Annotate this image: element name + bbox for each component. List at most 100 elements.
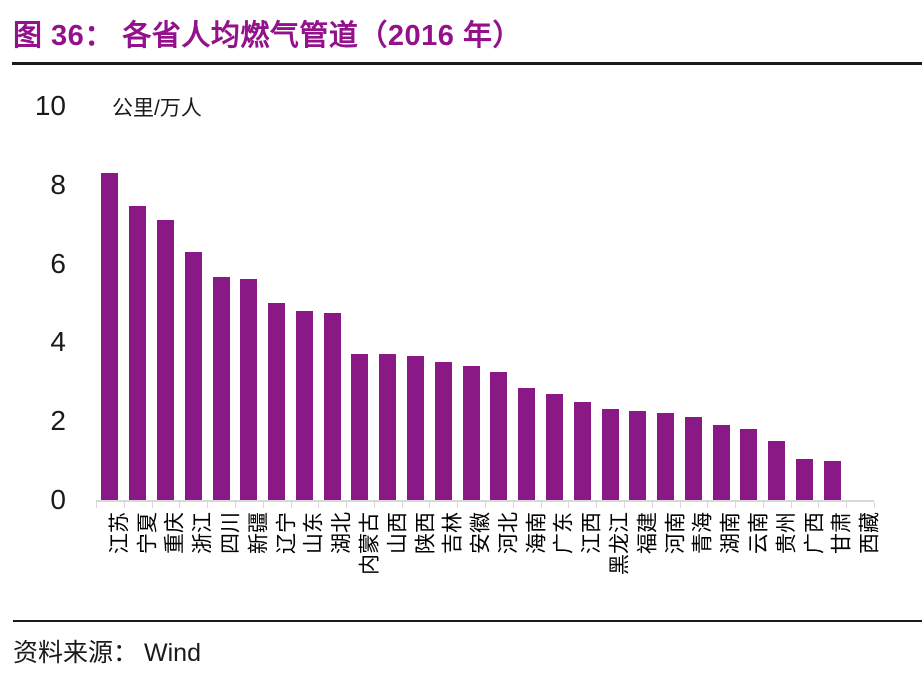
- x-category-label: 甘肃: [830, 512, 854, 554]
- source-label: 资料来源：: [13, 638, 139, 667]
- bar-新疆: [240, 279, 258, 500]
- bar-江苏: [101, 172, 119, 500]
- bar-广西: [796, 458, 814, 500]
- bar-海南: [518, 387, 536, 500]
- x-category-label: 浙江: [191, 512, 215, 554]
- x-category-label: 安徽: [469, 512, 493, 554]
- bar-浙江: [184, 251, 202, 500]
- x-tick-mark: [568, 502, 570, 508]
- x-tick-mark: [457, 502, 459, 508]
- x-category-label: 西藏: [858, 512, 882, 554]
- x-category-label: 吉林: [441, 512, 465, 554]
- bar-贵州: [768, 440, 786, 500]
- x-category-label: 河北: [497, 512, 521, 554]
- x-category-label: 辽宁: [275, 512, 299, 554]
- source-note: 资料来源： Wind: [13, 633, 201, 669]
- source-value: Wind: [144, 639, 201, 667]
- bar-吉林: [434, 362, 452, 500]
- x-category-label: 江苏: [108, 512, 132, 554]
- x-tick-mark: [290, 502, 292, 508]
- x-tick-mark: [207, 502, 209, 508]
- bar-陕西: [407, 356, 425, 500]
- y-tick-label: 2: [50, 405, 66, 437]
- x-category-label: 重庆: [163, 512, 187, 554]
- x-category-label: 广东: [552, 512, 576, 554]
- x-tick-mark: [401, 502, 403, 508]
- x-category-label: 贵州: [775, 512, 799, 554]
- y-tick-label: 8: [50, 168, 66, 200]
- x-tick-mark: [596, 502, 598, 508]
- y-tick-label: 4: [50, 326, 66, 358]
- bar-山西: [379, 354, 397, 500]
- x-tick-mark: [346, 502, 348, 508]
- x-category-label: 云南: [747, 512, 771, 554]
- x-tick-mark: [179, 502, 181, 508]
- bar-河南: [657, 413, 675, 500]
- bar-安徽: [462, 366, 480, 500]
- footer-separator-line: [13, 620, 922, 622]
- x-category-label: 海南: [525, 512, 549, 554]
- x-tick-mark: [318, 502, 320, 508]
- title-separator-line: [12, 62, 922, 65]
- x-tick-mark: [623, 502, 625, 508]
- x-category-label: 宁夏: [136, 512, 160, 554]
- bar-湖南: [712, 425, 730, 500]
- bar-广东: [545, 393, 563, 500]
- x-tick-mark: [707, 502, 709, 508]
- x-tick-mark: [874, 502, 875, 508]
- x-category-label: 江西: [580, 512, 604, 554]
- x-tick-mark: [151, 502, 153, 508]
- bar-黑龙江: [601, 409, 619, 500]
- x-category-label: 黑龙江: [608, 512, 632, 575]
- figure-title: 图 36： 各省人均燃气管道（2016 年）: [13, 20, 522, 52]
- bar-河北: [490, 371, 508, 500]
- bar-宁夏: [129, 206, 147, 500]
- x-tick-mark: [262, 502, 264, 508]
- x-category-label: 湖北: [330, 512, 354, 554]
- x-category-label: 湖南: [719, 512, 743, 554]
- bar-江西: [573, 401, 591, 500]
- x-tick-mark: [96, 502, 97, 508]
- y-tick-label: 0: [50, 484, 66, 515]
- x-category-label: 新疆: [247, 512, 271, 554]
- x-category-label: 福建: [636, 512, 660, 554]
- x-tick-mark: [512, 502, 514, 508]
- y-axis-unit-label: 公里/万人: [112, 97, 202, 120]
- x-tick-mark: [762, 502, 764, 508]
- x-tick-mark: [818, 502, 820, 508]
- bar-福建: [629, 411, 647, 500]
- bar-辽宁: [268, 303, 286, 500]
- y-axis: 0 2 4 6 8 10: [0, 0, 66, 520]
- x-category-label: 广西: [803, 512, 827, 554]
- y-tick-label: 10: [34, 90, 66, 121]
- x-tick-mark: [651, 502, 653, 508]
- x-tick-mark: [429, 502, 431, 508]
- x-category-label: 河南: [664, 512, 688, 554]
- bar-云南: [740, 429, 758, 500]
- x-category-label: 山西: [386, 512, 410, 554]
- bar-甘肃: [823, 460, 841, 500]
- x-category-label: 四川: [219, 512, 243, 554]
- plot-area: 江苏 宁夏 重庆 浙江 四川 新疆 辽宁 山东 湖北 内蒙古 山西 陕西 吉林 安徽 河北 海南 广东 江西 黑龙江…: [96, 106, 882, 575]
- x-tick-mark: [679, 502, 681, 508]
- x-tick-mark: [485, 502, 486, 508]
- bar-四川: [212, 277, 230, 500]
- x-tick-mark: [540, 502, 542, 508]
- x-tick-mark: [790, 502, 792, 508]
- x-category-label: 内蒙古: [358, 512, 382, 575]
- x-tick-mark: [123, 502, 125, 508]
- x-tick-mark: [234, 502, 236, 508]
- bar-湖北: [323, 312, 341, 500]
- x-tick-mark: [735, 502, 737, 508]
- x-category-label: 山东: [302, 512, 326, 554]
- x-category-label: 陕西: [414, 512, 438, 554]
- bar-山东: [295, 310, 313, 500]
- x-tick-mark: [373, 502, 375, 508]
- bar-青海: [684, 417, 702, 500]
- x-tick-mark: [846, 502, 848, 508]
- bar-重庆: [156, 220, 174, 500]
- x-category-label: 青海: [691, 512, 715, 554]
- bar-内蒙古: [351, 354, 369, 500]
- y-tick-label: 6: [50, 247, 66, 279]
